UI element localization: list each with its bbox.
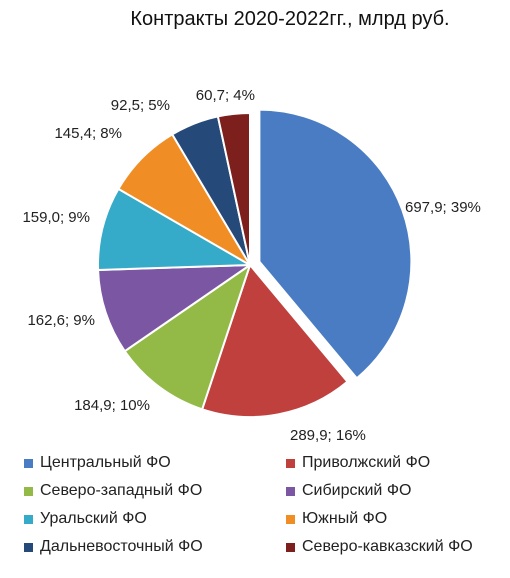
- legend-swatch: [286, 458, 295, 468]
- pie-slice-5: [97, 187, 254, 272]
- legend-item-1: Центральный ФО: [24, 452, 171, 474]
- pie-slice-4: [97, 263, 254, 353]
- slice-data-label-4: 162,6; 9%: [27, 312, 95, 329]
- slice-data-label-6: 145,4; 8%: [54, 125, 122, 142]
- legend-swatch: [286, 486, 295, 496]
- legend-label: Приволжский ФО: [302, 454, 431, 471]
- slice-data-label-2: 289,9; 16%: [290, 427, 366, 444]
- legend-item-6: Южный ФО: [286, 508, 387, 530]
- pie-slice-1: [258, 108, 413, 380]
- legend-label: Северо-западный ФО: [40, 482, 203, 499]
- legend-item-3: Северо-западный ФО: [24, 480, 202, 502]
- legend-swatch: [24, 542, 33, 552]
- legend-item-4: Сибирский ФО: [286, 480, 411, 502]
- legend-item-5: Уральский ФО: [24, 508, 147, 530]
- pie-slice-8: [216, 111, 251, 266]
- legend-swatch: [24, 486, 33, 496]
- slice-data-label-7: 92,5; 5%: [111, 97, 170, 114]
- legend-swatch: [286, 542, 295, 552]
- legend-item-2: Приволжский ФО: [286, 452, 430, 474]
- pie-chart: 697,9; 39% 289,9; 16% 184,9; 10% 162,6; 9% 1…: [22, 87, 481, 444]
- pie-slice-2: [200, 262, 349, 418]
- legend-label: Дальневосточный ФО: [40, 538, 203, 555]
- legend-label: Северо-кавказский ФО: [302, 538, 473, 555]
- legend-swatch: [24, 458, 33, 468]
- slice-data-label-5: 159,0; 9%: [22, 209, 90, 226]
- pie-slice-3: [123, 262, 252, 411]
- chart-title: Контракты 2020-2022гг., млрд руб.: [130, 8, 450, 30]
- slice-data-label-8: 60,7; 4%: [196, 87, 255, 104]
- legend-label: Сибирский ФО: [302, 482, 412, 499]
- legend-label: Уральский ФО: [40, 510, 147, 527]
- legend-item-8: Северо-кавказский ФО: [286, 536, 473, 558]
- legend-label: Южный ФО: [302, 510, 388, 527]
- legend-swatch: [286, 514, 295, 524]
- slice-data-label-1: 697,9; 39%: [405, 199, 481, 216]
- legend-label: Центральный ФО: [40, 454, 171, 471]
- slice-data-label-3: 184,9; 10%: [74, 397, 150, 414]
- legend-swatch: [24, 514, 33, 524]
- legend-item-7: Дальневосточный ФО: [24, 536, 203, 558]
